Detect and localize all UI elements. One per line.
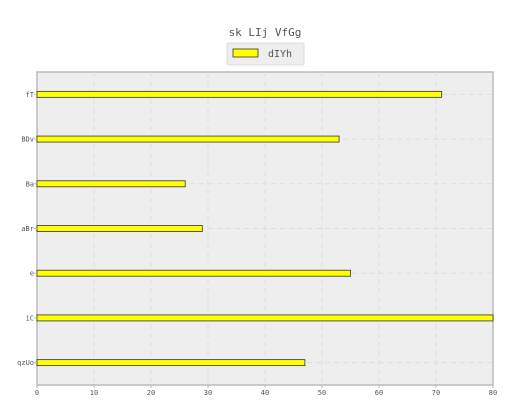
bar-aBr [36,225,203,232]
legend-box [226,42,305,66]
x-tick-label: 80 [489,389,497,397]
x-tick-label: 70 [432,389,440,397]
bar-fT [36,90,443,98]
x-tick-label: 40 [261,389,269,397]
legend-label: dIYh [268,49,292,60]
x-tick-label: 60 [375,389,383,397]
y-tick-label: fT [26,91,35,99]
x-tick-label: 20 [147,389,155,397]
x-axis: 0 10 20 30 40 50 60 70 80 [35,385,497,397]
bar-qzUo [36,359,306,367]
y-tick-label: qzUo [17,359,34,367]
y-tick-label: Ba [26,180,34,188]
bar-iC [36,314,494,322]
legend-swatch [232,48,259,58]
y-axis: fT BDv Ba aBr e iC qzUo [17,91,37,367]
y-tick-label: iC [26,314,34,322]
bars [36,90,494,367]
chart-title: sk LIj VfGg [229,26,302,39]
y-tick-label: aBr [21,225,34,233]
bar-Ba [36,180,186,188]
y-tick-label: e [30,270,34,278]
y-tick-label: BDv [21,136,34,144]
bar-e [36,269,351,277]
x-tick-label: 0 [35,389,39,397]
bar-BDv [36,135,340,143]
x-tick-label: 50 [318,389,326,397]
x-tick-label: 30 [204,389,212,397]
legend: dIYh [226,42,305,66]
x-tick-label: 10 [90,389,98,397]
